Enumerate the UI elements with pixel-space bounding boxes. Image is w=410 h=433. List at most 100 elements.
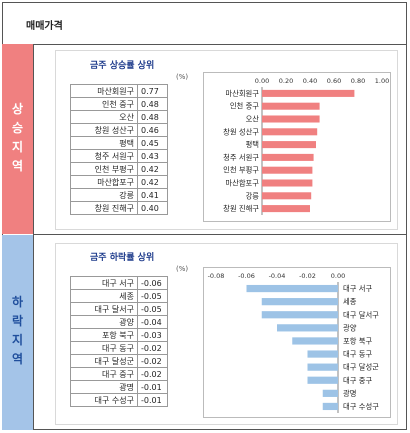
rise-region-value: 0.42 xyxy=(137,162,168,176)
category-label: 오산 xyxy=(246,115,260,124)
fall-chart-box: -0.08 -0.06 -0.04 -0.02 0.00 대구 서구 세종 대구 달서구 광양 포… xyxy=(203,267,391,418)
fall-region-value: -0.01 xyxy=(137,380,168,394)
data-bar xyxy=(262,115,320,123)
rise-region-name: 인천 부평구 xyxy=(70,162,138,176)
fall-region-name: 대구 중구 xyxy=(70,367,138,381)
fall-table-row: 대구 달성군 -0.02 xyxy=(70,354,168,368)
fall-table-row: 대구 서구 -0.06 xyxy=(70,276,168,290)
x-tick-label: -0.08 xyxy=(208,272,225,280)
rise-region-value: 0.48 xyxy=(137,110,168,124)
category-label: 평택 xyxy=(246,140,259,149)
fall-region-value: -0.02 xyxy=(137,341,168,355)
category-label: 대구 달성군 xyxy=(343,363,379,372)
category-label: 청주 서원구 xyxy=(223,153,259,162)
header-row xyxy=(2,2,407,45)
rise-region-name: 오산 xyxy=(70,110,138,124)
fall-region-name: 대구 동구 xyxy=(70,341,138,355)
data-bar xyxy=(307,363,338,371)
fall-region-name: 포항 북구 xyxy=(70,328,138,342)
fall-region-value: -0.04 xyxy=(137,315,168,329)
x-tick-label: 0.00 xyxy=(255,77,269,85)
data-bar xyxy=(307,350,338,358)
data-bar xyxy=(261,298,338,306)
category-label: 세종 xyxy=(343,297,357,306)
rise-table-row: 창원 성산구 0.46 xyxy=(70,123,168,137)
rise-unit: (%) xyxy=(176,73,189,81)
fall-region-name: 대구 수성구 xyxy=(70,393,138,407)
rise-region-name: 강릉 xyxy=(70,188,138,202)
rise-table: 마산회원구 0.77 인천 중구 0.48 오산 0.48 창원 성산구 0.46 평택 0.45… xyxy=(70,84,168,215)
x-tick-label: 0.00 xyxy=(331,272,345,280)
category-label: 창원 성산구 xyxy=(223,127,259,136)
rise-title: 금주 상승률 상위 xyxy=(90,61,155,71)
data-bar xyxy=(262,102,320,110)
x-tick-label: 1.00 xyxy=(375,77,389,85)
fall-region-name: 대구 서구 xyxy=(70,276,138,290)
fall-region-value: -0.05 xyxy=(137,289,168,303)
data-bar xyxy=(261,311,338,319)
x-tick-label: 0.80 xyxy=(351,77,365,85)
data-bar xyxy=(262,153,314,161)
data-bar xyxy=(277,324,338,332)
rise-panel xyxy=(55,50,398,230)
data-bar xyxy=(292,337,338,345)
rise-region-value: 0.48 xyxy=(137,97,168,111)
fall-region-value: -0.03 xyxy=(137,328,168,342)
category-label: 대구 동구 xyxy=(343,350,372,359)
x-tick-label: 0.60 xyxy=(327,77,341,85)
category-label: 포항 북구 xyxy=(343,336,372,345)
fall-section-label-char: 락 xyxy=(11,314,24,328)
rise-table-row: 마산합포구 0.42 xyxy=(70,175,168,189)
fall-section-label-char: 하 xyxy=(11,295,24,309)
category-label: 대구 수성구 xyxy=(343,402,379,411)
data-bar xyxy=(307,376,338,384)
category-label: 대구 중구 xyxy=(343,376,372,385)
fall-table-row: 세종 -0.05 xyxy=(70,289,168,303)
x-tick-label: -0.02 xyxy=(299,272,316,280)
rise-region-name: 창원 진해구 xyxy=(70,201,138,215)
category-label: 광명 xyxy=(343,389,356,398)
fall-table: 대구 서구 -0.06 세종 -0.05 대구 달서구 -0.05 광양 -0.04 포항 북구… xyxy=(70,276,168,407)
rise-table-row: 평택 0.45 xyxy=(70,136,168,150)
rise-table-row: 인천 부평구 0.42 xyxy=(70,162,168,176)
fall-panel xyxy=(55,243,398,425)
category-label: 대구 달서구 xyxy=(343,310,379,319)
category-label: 마산회원구 xyxy=(225,89,259,98)
rise-table-row: 강릉 0.41 xyxy=(70,188,168,202)
section-divider xyxy=(33,234,407,235)
fall-region-name: 세종 xyxy=(70,289,138,303)
rise-table-row: 마산회원구 0.77 xyxy=(70,84,168,98)
rise-region-name: 마산합포구 xyxy=(70,175,138,189)
rise-region-value: 0.41 xyxy=(137,188,168,202)
fall-title: 금주 하락률 상위 xyxy=(90,253,155,263)
data-bar xyxy=(262,205,310,213)
category-label: 인천 부평구 xyxy=(223,166,259,175)
x-tick-label: -0.04 xyxy=(269,272,286,280)
rise-region-name: 창원 성산구 xyxy=(70,123,138,137)
data-bar xyxy=(262,192,312,200)
category-label: 마산합포구 xyxy=(225,179,259,188)
fall-table-row: 대구 중구 -0.02 xyxy=(70,367,168,381)
data-bar xyxy=(262,89,355,97)
rise-table-row: 인천 중구 0.48 xyxy=(70,97,168,111)
fall-unit: (%) xyxy=(176,265,189,273)
data-bar xyxy=(262,166,313,174)
fall-section-label-char: 역 xyxy=(11,352,24,366)
rise-region-value: 0.43 xyxy=(137,149,168,163)
rise-section-label-char: 지 xyxy=(11,140,24,154)
rise-table-row: 청주 서원구 0.43 xyxy=(70,149,168,163)
x-tick-label: 0.40 xyxy=(303,77,317,85)
data-bar xyxy=(262,128,318,136)
fall-region-value: -0.02 xyxy=(137,354,168,368)
rise-region-name: 평택 xyxy=(70,136,138,150)
rise-section-label-char: 승 xyxy=(11,121,24,135)
rise-region-value: 0.40 xyxy=(137,201,168,215)
fall-region-name: 광양 xyxy=(70,315,138,329)
page-title: 매매가격 xyxy=(26,21,63,32)
rise-region-value: 0.77 xyxy=(137,84,168,98)
data-bar xyxy=(322,389,338,397)
